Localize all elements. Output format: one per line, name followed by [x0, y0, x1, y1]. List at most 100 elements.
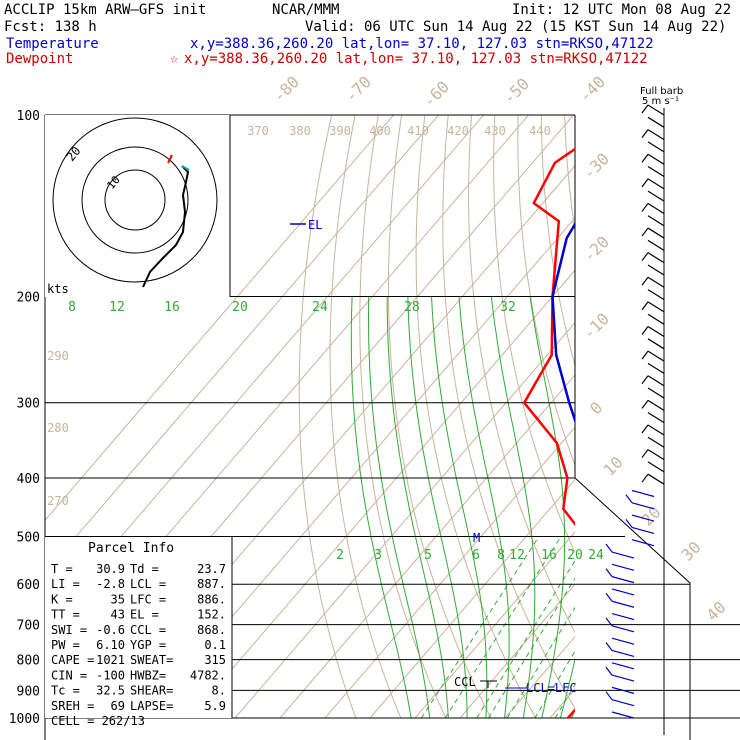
potential-temperature-label: 430 — [484, 124, 506, 138]
wind-barb-flag — [641, 104, 649, 114]
dry-adiabat-line — [635, 115, 740, 731]
parcel-info-value: -2.8 — [96, 577, 125, 591]
wind-barb — [647, 301, 665, 313]
dry-adiabat-line — [493, 115, 575, 554]
isotherm-line — [45, 115, 394, 522]
parcel-info-value: YGP = — [130, 638, 166, 652]
moist-adiabat-line — [350, 296, 412, 718]
dry-adiabat-line — [387, 115, 492, 718]
mixing-ratio-label: 2 — [336, 548, 344, 563]
wind-barb-flag — [605, 666, 613, 676]
dewpoint-legend: Dewpoint — [6, 51, 73, 67]
hodograph-ring-inner — [104, 169, 166, 231]
isotherm-tick-label: -70 — [341, 72, 375, 106]
wind-barb-flag — [641, 252, 649, 262]
parcel-info-value: LAPSE= — [130, 699, 173, 713]
moist-adiabat-line — [529, 296, 566, 718]
parcel-info-value: CIN = — [51, 668, 87, 682]
moist-adiabat-line — [407, 296, 468, 718]
wind-barb-flag — [641, 276, 649, 286]
dry-adiabat-line — [329, 115, 402, 718]
dry-adiabat-line — [704, 115, 740, 731]
parcel-info-value: LFC = — [130, 592, 166, 606]
moist-adiabat-line — [559, 657, 575, 718]
isotherm-tick-label: -30 — [579, 149, 613, 183]
mixing-ratio-label: 6 — [472, 548, 480, 563]
wind-barb — [611, 699, 635, 707]
isotherm-line — [730, 115, 740, 718]
wind-barb — [647, 104, 665, 116]
hodograph: 20 10 kts — [45, 115, 231, 297]
wind-barb-flag — [641, 129, 649, 138]
wind-barb-flag — [605, 592, 613, 602]
potential-temperature-label: 440 — [529, 124, 551, 138]
m-label: M — [473, 531, 480, 545]
potential-temperature-label: 290 — [47, 349, 69, 363]
pressure-tick-label: 200 — [17, 291, 40, 306]
wind-barb-flag — [641, 301, 649, 311]
barb-header-line2: 5 m s⁻¹ — [642, 96, 679, 107]
parcel-info-value: 23.7 — [197, 562, 226, 576]
wind-barb — [611, 637, 635, 645]
wind-barb — [611, 625, 635, 633]
parcel-info-value: 152. — [197, 608, 226, 622]
parcel-info-value: SWI = — [51, 623, 87, 637]
parcel-info-value: 0.1 — [204, 638, 226, 652]
parcel-info-bg — [45, 537, 232, 718]
hodograph-trace — [142, 165, 190, 288]
moist-adiabat-label: 28 — [404, 300, 420, 315]
parcel-info-panel: Parcel Info T = 30.9 Td = 23.7 LI = -2.8 LCL =… — [45, 537, 233, 728]
potential-temperature-label: 270 — [47, 494, 69, 508]
wind-barb — [647, 350, 665, 362]
parcel-info-value: 8. — [212, 684, 226, 698]
wind-barb-flag — [641, 178, 649, 188]
dry-adiabat-line — [728, 115, 740, 731]
parcel-info-value: K = — [51, 592, 73, 606]
isotherm-line — [459, 583, 575, 718]
header-valid: Valid: 06 UTC Sun 14 Aug 22 (15 KST Sun … — [305, 19, 726, 35]
wind-barb-flag — [641, 326, 649, 335]
wind-barb — [611, 686, 635, 694]
isotherm-line — [414, 531, 575, 718]
hodograph-bg — [45, 115, 230, 297]
parcel-info-value: T = — [51, 562, 73, 576]
wind-barb — [647, 166, 665, 178]
isotherm-tick-label: -60 — [419, 77, 453, 111]
mixing-ratio-label: 16 — [541, 548, 557, 563]
wind-barb-flag — [641, 375, 649, 385]
dry-adiabat-line — [298, 115, 357, 718]
dewpoint-star-icon: ☆ — [170, 51, 179, 67]
isotherm-tick-label: 20 — [638, 503, 665, 530]
isotherm-tick-label: 30 — [678, 538, 705, 565]
dry-adiabat-line — [359, 115, 447, 718]
mixing-ratio-label: 12 — [509, 548, 525, 563]
pressure-tick-label: 300 — [17, 397, 40, 412]
wind-barb-flag — [641, 203, 649, 212]
wind-barb — [611, 588, 635, 596]
wind-barb-flag — [605, 691, 613, 701]
dry-adiabat-line — [658, 115, 740, 731]
potential-temperature-label: 370 — [247, 124, 269, 138]
moist-adiabat-label: 16 — [164, 300, 180, 315]
parcel-info-value: CCL = — [130, 623, 166, 637]
wind-barb — [631, 526, 655, 534]
wind-barb — [647, 215, 665, 227]
isotherm-line — [45, 115, 439, 574]
wind-barb — [611, 600, 635, 608]
wind-barb-flag — [605, 543, 613, 553]
moist-adiabat-label: 8 — [68, 300, 76, 315]
isotherm-tick-label: -80 — [269, 72, 303, 106]
parcel-info-value: 5.9 — [204, 699, 226, 713]
dewpoint-info: x,y=388.36,260.20 lat,lon= 37.10, 127.03… — [184, 51, 648, 67]
wind-barb — [647, 375, 665, 387]
parcel-info-value: CELL = 262/13 — [51, 714, 145, 728]
wind-barb-flag — [605, 617, 613, 627]
hodograph-ring-mid — [81, 146, 189, 254]
temperature-info: x,y=388.36,260.20 lat,lon= 37.10, 127.03… — [190, 36, 654, 52]
wind-barb — [647, 436, 665, 448]
hodograph-ring-outer — [52, 117, 218, 283]
isotherm-line — [279, 374, 575, 718]
isotherm-line — [549, 688, 575, 718]
isotherm-tick-label: -20 — [579, 232, 613, 266]
temperature-legend: Temperature — [6, 36, 99, 52]
